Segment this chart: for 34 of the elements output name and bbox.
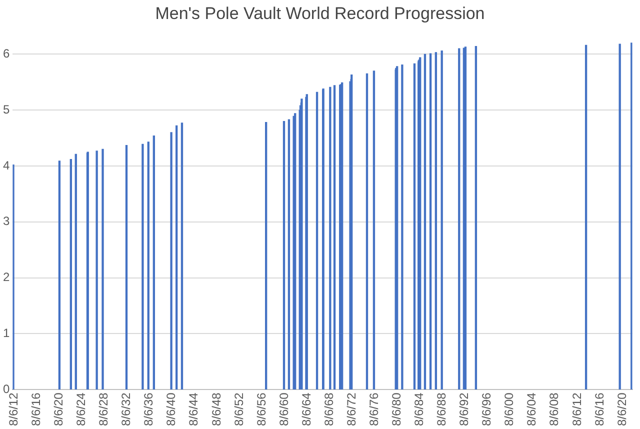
x-tick-label: 8/6/48 bbox=[209, 392, 224, 426]
x-tick-label: 8/6/88 bbox=[434, 392, 449, 426]
x-tick-label: 8/6/80 bbox=[390, 392, 404, 426]
y-tick-label: 4 bbox=[2, 158, 10, 172]
x-tick-label: 8/6/56 bbox=[254, 392, 268, 426]
chart-title: Men's Pole Vault World Record Progression bbox=[154, 3, 486, 25]
x-tick-label: 8/6/76 bbox=[366, 392, 381, 426]
x-tick-label: 8/6/24 bbox=[74, 392, 88, 426]
x-tick-label: 8/6/32 bbox=[119, 392, 134, 426]
x-tick-label: 8/6/92 bbox=[457, 392, 472, 426]
x-tick-label: 8/6/36 bbox=[142, 392, 156, 426]
y-tick-label: 5 bbox=[2, 102, 10, 116]
x-tick-label: 8/6/40 bbox=[164, 392, 178, 426]
y-tick-label: 6 bbox=[2, 46, 10, 60]
x-tick-label: 8/6/64 bbox=[299, 392, 314, 426]
y-tick-label: 1 bbox=[2, 326, 10, 340]
x-tick-label: 8/6/20 bbox=[614, 392, 629, 426]
y-tick-label: 3 bbox=[2, 214, 10, 228]
x-tick-label: 8/6/16 bbox=[29, 392, 44, 426]
x-tick-label: 8/6/68 bbox=[322, 392, 336, 426]
x-tick-label: 8/6/72 bbox=[344, 392, 358, 426]
x-tick-label: 8/6/08 bbox=[547, 392, 562, 426]
y-tick-label: 2 bbox=[2, 270, 10, 284]
x-tick-label: 8/6/60 bbox=[276, 392, 291, 426]
x-tick-label: 8/6/00 bbox=[502, 392, 516, 426]
x-tick-label: 8/6/96 bbox=[480, 392, 494, 426]
x-tick-label: 8/6/16 bbox=[592, 392, 606, 426]
x-tick-label: 8/6/04 bbox=[524, 392, 539, 426]
x-tick-label: 8/6/84 bbox=[412, 392, 426, 426]
x-tick-label: 8/6/12 bbox=[570, 392, 584, 426]
x-tick-label: 8/6/28 bbox=[96, 392, 111, 426]
x-tick-label: 8/6/20 bbox=[52, 392, 66, 426]
x-tick-label: 8/6/52 bbox=[232, 392, 246, 426]
x-tick-label: 8/6/44 bbox=[186, 392, 201, 426]
